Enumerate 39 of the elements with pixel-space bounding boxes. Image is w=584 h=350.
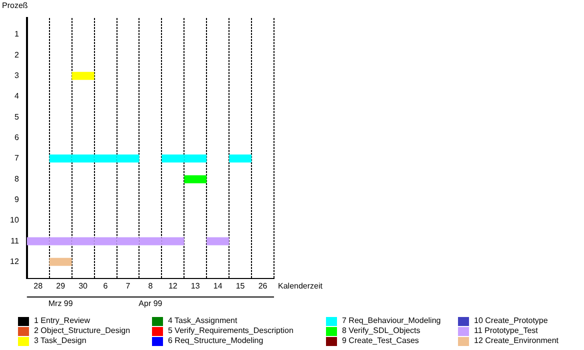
y-tick-label: 8 (14, 174, 20, 184)
x-tick-label: 8 (148, 281, 154, 290)
y-tick-label: 5 (14, 112, 20, 122)
x-tick-label: 26 (258, 281, 268, 290)
x-tick-label: 30 (78, 281, 88, 290)
text: Mrz 99 (48, 299, 74, 308)
y-tick-label: 10 (10, 216, 20, 225)
text: Apr 99 (138, 299, 163, 308)
legend-label: 6 Req_Structure_Modeling (168, 336, 264, 346)
legend-label: 4 Task_Assignment (168, 316, 238, 326)
x-axis-title: Kalenderzeit (278, 282, 324, 291)
x-tick-label: 29 (56, 281, 66, 290)
x-tick-label: 28 (34, 281, 44, 290)
x-tick-label: 14 (213, 281, 223, 290)
y-tick-label: 11 (10, 236, 20, 246)
y-tick-label: 6 (14, 133, 20, 142)
x-tick-label: 15 (236, 281, 246, 290)
legend-label: 10 Create_Prototype (474, 316, 548, 326)
legend-label: 7 Req_Behaviour_Modeling (342, 316, 441, 326)
y-tick-label: 12 (10, 257, 20, 266)
y-tick-label: 7 (14, 154, 20, 163)
legend-label: 9 Create_Test_Cases (342, 336, 419, 346)
legend-label: 12 Create_Environment (474, 336, 558, 346)
legend-label: 1 Entry_Review (34, 316, 90, 326)
x-tick-label: 12 (168, 281, 178, 290)
y-axis-title: Prozeß (2, 1, 28, 10)
x-tick-label: 13 (190, 281, 200, 290)
legend-label: 2 Object_Structure_Design (34, 326, 130, 336)
y-tick-label: 9 (14, 195, 20, 204)
legend-label: 3 Task_Design (34, 336, 86, 346)
y-tick-label: 4 (14, 92, 20, 101)
legend-label: 5 Verify_Requirements_Description (168, 326, 294, 336)
y-tick-label: 1 (14, 30, 20, 39)
y-tick-label: 3 (14, 71, 20, 80)
y-tick-label: 2 (14, 50, 20, 60)
legend-label: 11 Prototype_Test (474, 326, 538, 336)
x-tick-label: 7 (126, 281, 131, 290)
x-tick-label: 6 (103, 281, 108, 290)
legend-label: 8 Verify_SDL_Objects (342, 326, 420, 336)
